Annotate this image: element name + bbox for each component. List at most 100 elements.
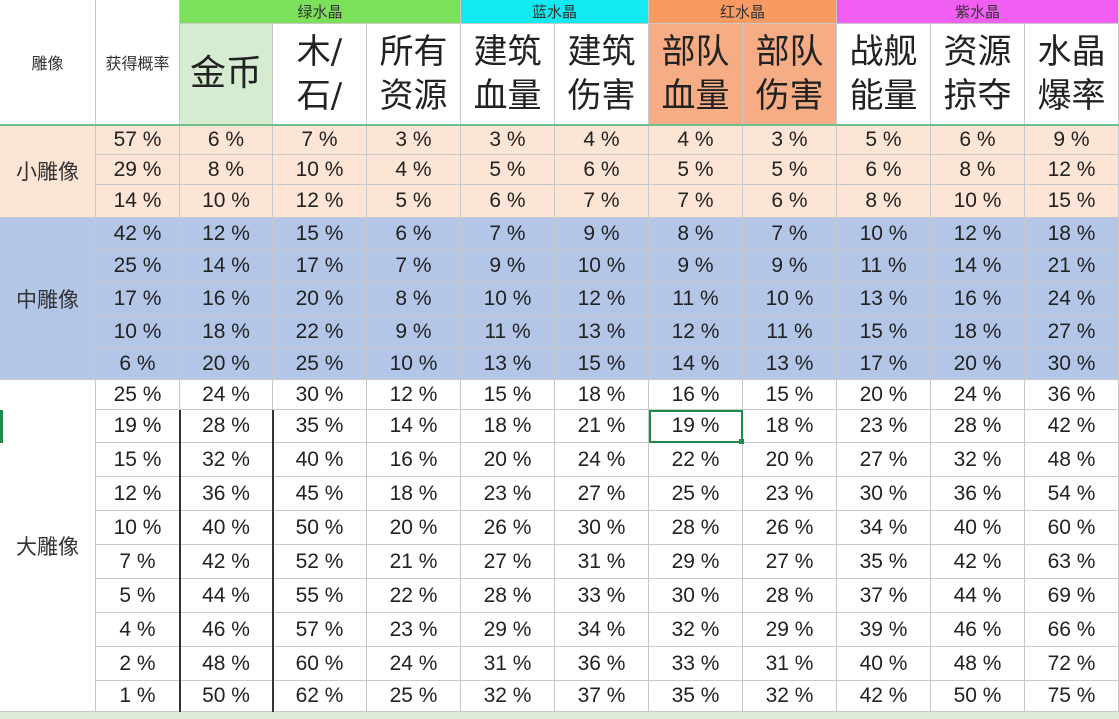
value-cell[interactable]: 7 % <box>367 250 461 282</box>
probability-cell[interactable]: 7 % <box>96 545 180 579</box>
value-cell[interactable]: 18 % <box>743 410 837 443</box>
probability-cell[interactable]: 2 % <box>96 647 180 681</box>
value-cell[interactable]: 66 % <box>1025 613 1119 647</box>
value-cell[interactable]: 40 % <box>931 511 1025 545</box>
value-cell[interactable]: 10 % <box>367 349 461 380</box>
selected-cell[interactable]: 19 % <box>649 410 743 443</box>
value-cell[interactable]: 46 % <box>931 613 1025 647</box>
group-header-2[interactable]: 红水晶 <box>649 0 837 24</box>
column-header-0[interactable]: 金币 <box>180 24 273 125</box>
statue-header[interactable]: 雕像 <box>0 0 96 125</box>
value-cell[interactable]: 6 % <box>931 125 1025 155</box>
value-cell[interactable]: 62 % <box>273 681 367 712</box>
column-header-5[interactable]: 部队 血量 <box>649 24 743 125</box>
column-header-7[interactable]: 战舰 能量 <box>837 24 931 125</box>
value-cell[interactable]: 55 % <box>273 579 367 613</box>
value-cell[interactable]: 16 % <box>649 380 743 410</box>
value-cell[interactable]: 60 % <box>273 647 367 681</box>
value-cell[interactable]: 33 % <box>649 647 743 681</box>
value-cell[interactable]: 3 % <box>743 125 837 155</box>
value-cell[interactable]: 7 % <box>555 185 649 218</box>
value-cell[interactable]: 18 % <box>367 477 461 511</box>
value-cell[interactable]: 24 % <box>1025 282 1119 316</box>
value-cell[interactable]: 18 % <box>555 380 649 410</box>
value-cell[interactable]: 29 % <box>743 613 837 647</box>
value-cell[interactable]: 18 % <box>461 410 555 443</box>
value-cell[interactable]: 35 % <box>837 545 931 579</box>
value-cell[interactable]: 50 % <box>180 681 273 712</box>
value-cell[interactable]: 32 % <box>743 681 837 712</box>
value-cell[interactable]: 20 % <box>743 443 837 477</box>
value-cell[interactable]: 3 % <box>461 125 555 155</box>
value-cell[interactable]: 6 % <box>837 155 931 185</box>
value-cell[interactable]: 4 % <box>555 125 649 155</box>
value-cell[interactable]: 9 % <box>649 250 743 282</box>
value-cell[interactable]: 20 % <box>180 349 273 380</box>
value-cell[interactable]: 5 % <box>837 125 931 155</box>
value-cell[interactable]: 10 % <box>743 282 837 316</box>
value-cell[interactable]: 12 % <box>273 185 367 218</box>
value-cell[interactable]: 36 % <box>555 647 649 681</box>
value-cell[interactable]: 12 % <box>555 282 649 316</box>
value-cell[interactable]: 16 % <box>931 282 1025 316</box>
value-cell[interactable]: 25 % <box>649 477 743 511</box>
value-cell[interactable]: 16 % <box>367 443 461 477</box>
value-cell[interactable]: 34 % <box>555 613 649 647</box>
value-cell[interactable]: 11 % <box>837 250 931 282</box>
column-header-6[interactable]: 部队 伤害 <box>743 24 837 125</box>
value-cell[interactable]: 24 % <box>180 380 273 410</box>
value-cell[interactable]: 42 % <box>1025 410 1119 443</box>
value-cell[interactable]: 6 % <box>367 218 461 250</box>
value-cell[interactable]: 21 % <box>555 410 649 443</box>
value-cell[interactable]: 8 % <box>649 218 743 250</box>
probability-cell[interactable]: 10 % <box>96 316 180 349</box>
value-cell[interactable]: 32 % <box>649 613 743 647</box>
value-cell[interactable]: 48 % <box>180 647 273 681</box>
probability-cell[interactable]: 4 % <box>96 613 180 647</box>
value-cell[interactable]: 18 % <box>180 316 273 349</box>
value-cell[interactable]: 26 % <box>461 511 555 545</box>
value-cell[interactable]: 39 % <box>837 613 931 647</box>
value-cell[interactable]: 30 % <box>273 380 367 410</box>
value-cell[interactable]: 6 % <box>555 155 649 185</box>
value-cell[interactable]: 44 % <box>931 579 1025 613</box>
probability-cell[interactable]: 6 % <box>96 349 180 380</box>
value-cell[interactable]: 63 % <box>1025 545 1119 579</box>
tier-label-0[interactable]: 小雕像 <box>0 125 96 218</box>
value-cell[interactable]: 20 % <box>367 511 461 545</box>
value-cell[interactable]: 7 % <box>649 185 743 218</box>
value-cell[interactable]: 6 % <box>743 185 837 218</box>
value-cell[interactable]: 40 % <box>837 647 931 681</box>
value-cell[interactable]: 42 % <box>180 545 273 579</box>
value-cell[interactable]: 13 % <box>743 349 837 380</box>
value-cell[interactable]: 27 % <box>555 477 649 511</box>
value-cell[interactable]: 18 % <box>931 316 1025 349</box>
value-cell[interactable]: 29 % <box>461 613 555 647</box>
value-cell[interactable]: 22 % <box>367 579 461 613</box>
value-cell[interactable]: 30 % <box>555 511 649 545</box>
value-cell[interactable]: 52 % <box>273 545 367 579</box>
tier-label-1[interactable]: 中雕像 <box>0 218 96 380</box>
column-header-2[interactable]: 所有 资源 <box>367 24 461 125</box>
value-cell[interactable]: 5 % <box>461 155 555 185</box>
value-cell[interactable]: 22 % <box>649 443 743 477</box>
group-header-1[interactable]: 蓝水晶 <box>461 0 649 24</box>
value-cell[interactable]: 60 % <box>1025 511 1119 545</box>
tier-label-2[interactable]: 大雕像 <box>0 380 96 712</box>
value-cell[interactable]: 32 % <box>931 443 1025 477</box>
value-cell[interactable]: 22 % <box>273 316 367 349</box>
value-cell[interactable]: 13 % <box>461 349 555 380</box>
column-header-1[interactable]: 木/石/ <box>273 24 367 125</box>
value-cell[interactable]: 42 % <box>931 545 1025 579</box>
column-header-8[interactable]: 资源 掠夺 <box>931 24 1025 125</box>
value-cell[interactable]: 37 % <box>837 579 931 613</box>
value-cell[interactable]: 34 % <box>837 511 931 545</box>
value-cell[interactable]: 28 % <box>649 511 743 545</box>
value-cell[interactable]: 15 % <box>273 218 367 250</box>
value-cell[interactable]: 24 % <box>367 647 461 681</box>
value-cell[interactable]: 35 % <box>273 410 367 443</box>
value-cell[interactable]: 36 % <box>180 477 273 511</box>
value-cell[interactable]: 11 % <box>743 316 837 349</box>
value-cell[interactable]: 8 % <box>837 185 931 218</box>
probability-cell[interactable]: 57 % <box>96 125 180 155</box>
